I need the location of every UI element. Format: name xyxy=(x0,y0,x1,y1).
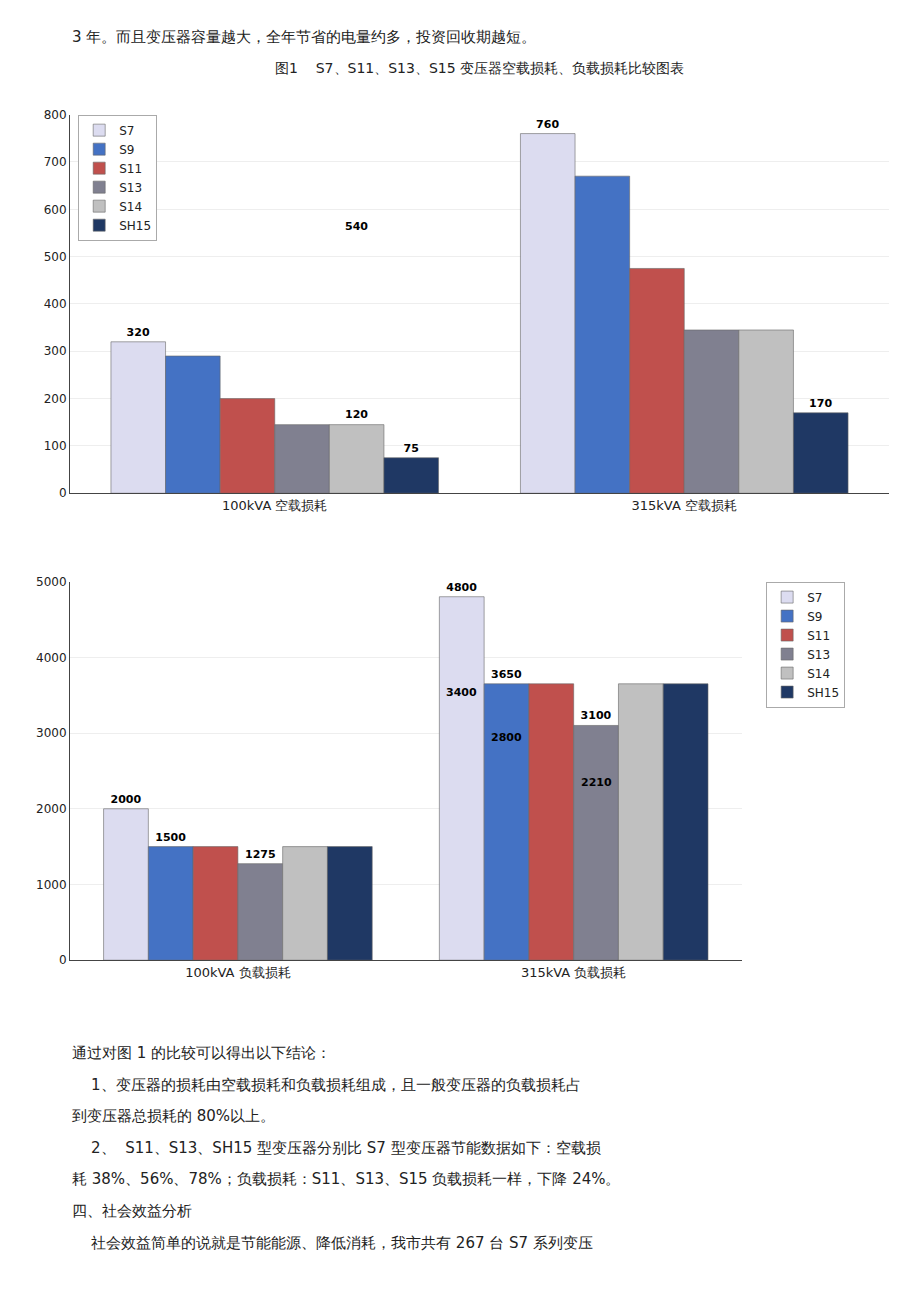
svg-text:100: 100 xyxy=(44,439,67,453)
svg-text:500: 500 xyxy=(44,250,67,264)
svg-text:2、 S11、S13、SH15 型变压器分别比 S7 型变: 2、 S11、S13、SH15 型变压器分别比 S7 型变压器节能数据如下：空载… xyxy=(72,1139,601,1157)
svg-text:S11: S11 xyxy=(807,629,830,643)
svg-text:到变压器总损耗的 80%以上。: 到变压器总损耗的 80%以上。 xyxy=(72,1107,275,1125)
svg-text:0: 0 xyxy=(59,486,67,500)
svg-text:耗 38%、56%、78%；负载损耗：S11、S13、S15: 耗 38%、56%、78%；负载损耗：S11、S13、S15 负载损耗一样，下降… xyxy=(72,1170,621,1188)
svg-text:320: 320 xyxy=(127,326,150,339)
svg-text:2800: 2800 xyxy=(491,731,522,744)
svg-text:5000: 5000 xyxy=(36,575,67,589)
svg-text:1000: 1000 xyxy=(36,878,67,892)
svg-text:75: 75 xyxy=(404,442,419,455)
svg-text:四、社会效益分析: 四、社会效益分析 xyxy=(72,1202,192,1220)
svg-text:S14: S14 xyxy=(807,667,830,681)
svg-text:S9: S9 xyxy=(807,610,822,624)
svg-text:S13: S13 xyxy=(119,181,142,195)
svg-text:100kVA 空载损耗: 100kVA 空载损耗 xyxy=(222,498,327,513)
svg-text:170: 170 xyxy=(809,397,832,410)
svg-text:S7: S7 xyxy=(807,591,822,605)
svg-text:3650: 3650 xyxy=(491,668,522,681)
svg-text:2210: 2210 xyxy=(581,776,612,789)
svg-text:4800: 4800 xyxy=(446,581,477,594)
svg-text:200: 200 xyxy=(44,392,67,406)
svg-text:S14: S14 xyxy=(119,200,142,214)
svg-text:400: 400 xyxy=(44,297,67,311)
svg-text:760: 760 xyxy=(536,118,559,131)
svg-text:1、变压器的损耗由空载损耗和负载损耗组成，且一般变压器的负载: 1、变压器的损耗由空载损耗和负载损耗组成，且一般变压器的负载损耗占 xyxy=(72,1076,581,1094)
svg-text:社会效益简单的说就是节能能源、降低消耗，我市共有 267 台: 社会效益简单的说就是节能能源、降低消耗，我市共有 267 台 S7 系列变压 xyxy=(72,1234,593,1252)
svg-text:S13: S13 xyxy=(807,648,830,662)
svg-text:600: 600 xyxy=(44,203,67,217)
svg-text:1275: 1275 xyxy=(245,848,276,861)
svg-text:S7: S7 xyxy=(119,124,134,138)
svg-text:2000: 2000 xyxy=(110,793,141,806)
svg-text:540: 540 xyxy=(345,220,368,233)
svg-text:0: 0 xyxy=(59,953,67,967)
svg-text:120: 120 xyxy=(345,408,368,421)
svg-text:800: 800 xyxy=(44,108,67,122)
svg-text:SH15: SH15 xyxy=(119,219,151,233)
svg-text:1500: 1500 xyxy=(155,831,186,844)
svg-text:3400: 3400 xyxy=(446,686,477,699)
svg-text:图1 S7、S11、S13、S15 变压器空载损耗、负: 图1 S7、S11、S13、S15 变压器空载损耗、负载损耗比较图表 xyxy=(275,60,684,76)
svg-text:S11: S11 xyxy=(119,162,142,176)
svg-text:315kVA 空载损耗: 315kVA 空载损耗 xyxy=(632,498,737,513)
svg-text:700: 700 xyxy=(44,155,67,169)
svg-text:SH15: SH15 xyxy=(807,686,839,700)
svg-text:通过对图 1 的比较可以得出以下结论：: 通过对图 1 的比较可以得出以下结论： xyxy=(72,1044,331,1062)
svg-text:3 年。而且变压器容量越大，全年节省的电量约多，投资回收期越: 3 年。而且变压器容量越大，全年节省的电量约多，投资回收期越短。 xyxy=(72,28,536,46)
svg-text:3000: 3000 xyxy=(36,726,67,740)
svg-text:315kVA 负载损耗: 315kVA 负载损耗 xyxy=(521,965,626,980)
svg-text:300: 300 xyxy=(44,344,67,358)
svg-text:100kVA 负载损耗: 100kVA 负载损耗 xyxy=(185,965,290,980)
svg-text:3100: 3100 xyxy=(581,709,612,722)
svg-text:2000: 2000 xyxy=(36,802,67,816)
svg-text:S9: S9 xyxy=(119,143,134,157)
svg-text:4000: 4000 xyxy=(36,651,67,665)
